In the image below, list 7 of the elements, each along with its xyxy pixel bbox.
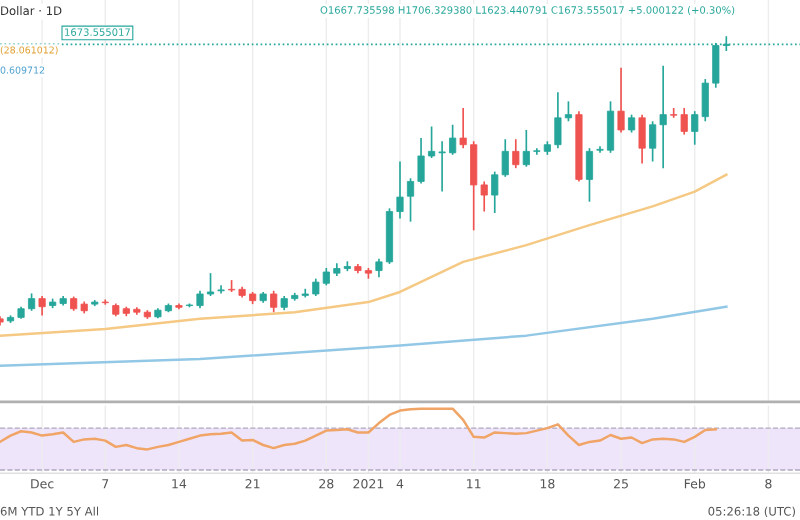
candlestick <box>585 147 594 203</box>
candlestick <box>38 295 46 317</box>
candlestick <box>217 284 225 295</box>
candlestick <box>617 66 625 134</box>
candlestick <box>512 138 520 169</box>
candlestick <box>270 289 278 314</box>
candlestick <box>638 113 646 165</box>
